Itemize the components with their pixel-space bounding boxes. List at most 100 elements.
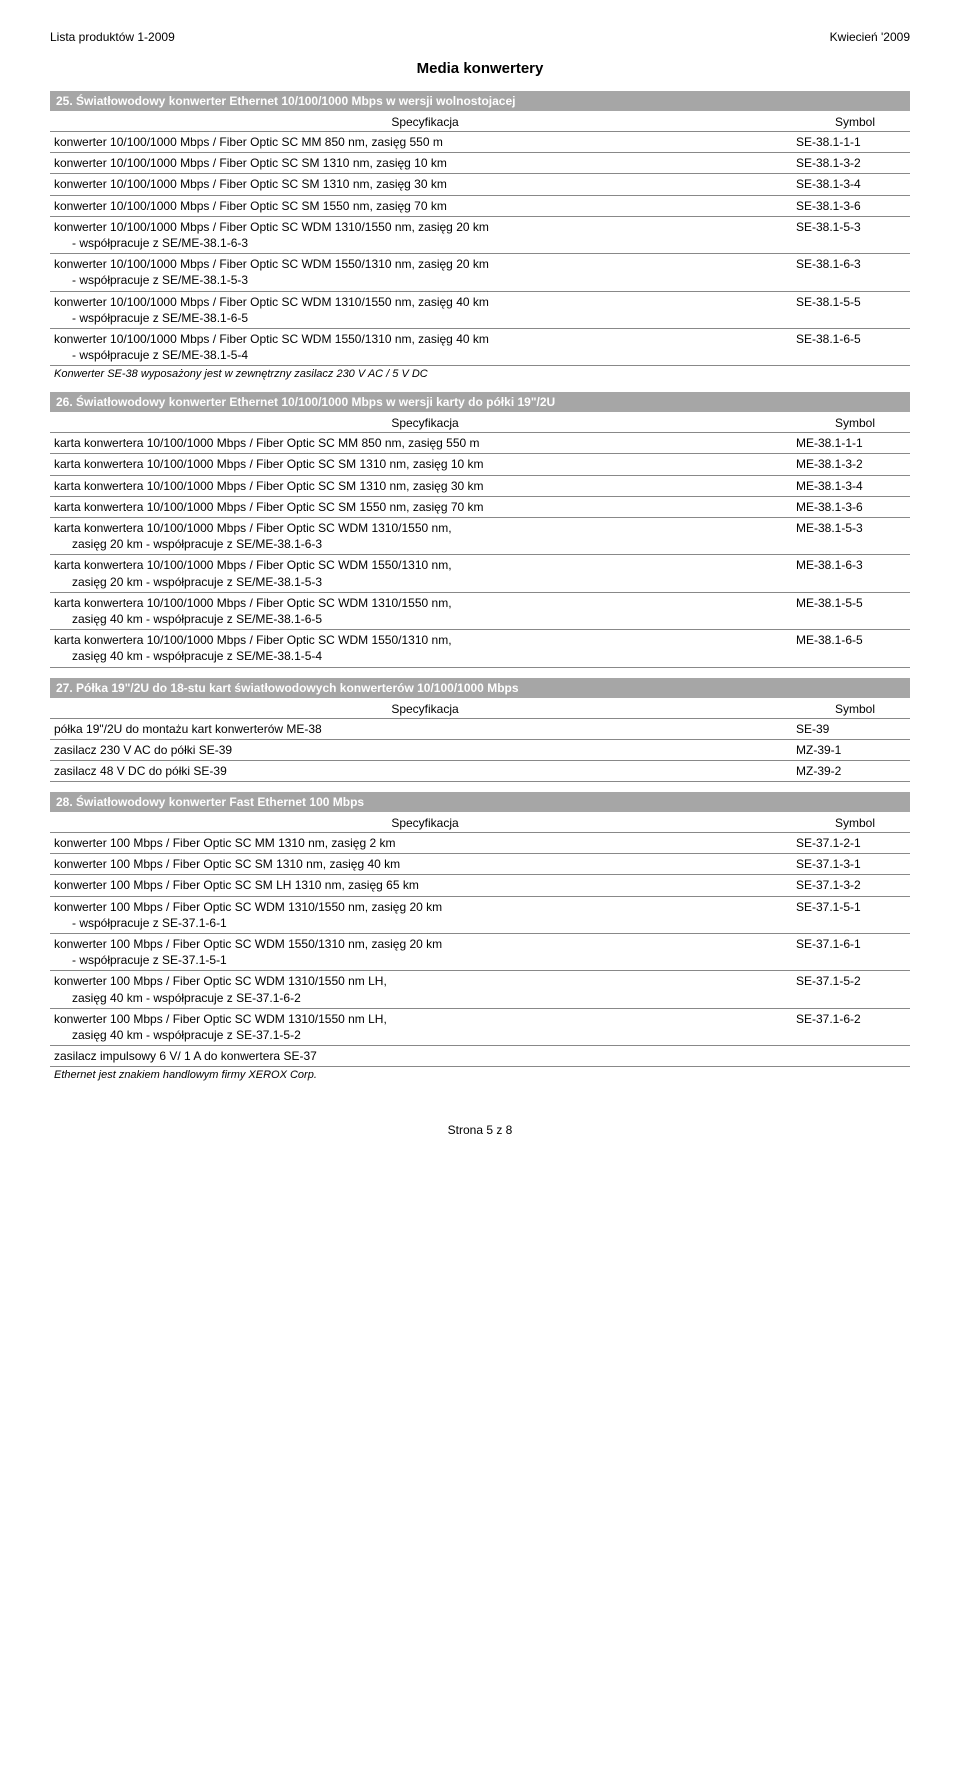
- symbol-cell: SE-38.1-3-2: [792, 153, 910, 174]
- symbol-cell: SE-38.1-1-1: [792, 132, 910, 153]
- spec-cell: konwerter 10/100/1000 Mbps / Fiber Optic…: [50, 216, 792, 253]
- symbol-cell: SE-37.1-3-1: [792, 854, 910, 875]
- col-spec-label: Specyfikacja: [50, 416, 800, 430]
- table-row: konwerter 10/100/1000 Mbps / Fiber Optic…: [50, 174, 910, 195]
- col-spec-label: Specyfikacja: [50, 702, 800, 716]
- spec-cell: konwerter 10/100/1000 Mbps / Fiber Optic…: [50, 132, 792, 153]
- spec-cell: konwerter 10/100/1000 Mbps / Fiber Optic…: [50, 153, 792, 174]
- section-25-footnote: Konwerter SE-38 wyposażony jest w zewnęt…: [50, 366, 910, 382]
- table-row: konwerter 10/100/1000 Mbps / Fiber Optic…: [50, 328, 910, 365]
- section-25-table: konwerter 10/100/1000 Mbps / Fiber Optic…: [50, 131, 910, 366]
- table-row: karta konwertera 10/100/1000 Mbps / Fibe…: [50, 475, 910, 496]
- page-footer: Strona 5 z 8: [50, 1123, 910, 1137]
- spec-cell: zasilacz impulsowy 6 V/ 1 A do konwerter…: [50, 1046, 792, 1067]
- section-27-title: 27. Półka 19"/2U do 18-stu kart światłow…: [50, 678, 910, 698]
- symbol-cell: SE-37.1-5-2: [792, 971, 910, 1008]
- symbol-cell: ME-38.1-1-1: [792, 433, 910, 454]
- section-28-footnote: Ethernet jest znakiem handlowym firmy XE…: [50, 1067, 910, 1083]
- spec-cell: karta konwertera 10/100/1000 Mbps / Fibe…: [50, 454, 792, 475]
- spec-cell: konwerter 100 Mbps / Fiber Optic SC WDM …: [50, 971, 792, 1008]
- table-row: karta konwertera 10/100/1000 Mbps / Fibe…: [50, 630, 910, 667]
- symbol-cell: SE-37.1-6-1: [792, 934, 910, 971]
- section-26-title: 26. Światłowodowy konwerter Ethernet 10/…: [50, 392, 910, 412]
- symbol-cell: SE-38.1-5-5: [792, 291, 910, 328]
- symbol-cell: SE-38.1-3-4: [792, 174, 910, 195]
- table-row: konwerter 100 Mbps / Fiber Optic SC WDM …: [50, 1008, 910, 1045]
- spec-cell: karta konwertera 10/100/1000 Mbps / Fibe…: [50, 518, 792, 555]
- spec-cell: konwerter 10/100/1000 Mbps / Fiber Optic…: [50, 254, 792, 291]
- spec-cell: konwerter 100 Mbps / Fiber Optic SC SM 1…: [50, 854, 792, 875]
- table-row: zasilacz 48 V DC do półki SE-39MZ-39-2: [50, 760, 910, 781]
- spec-cell: konwerter 100 Mbps / Fiber Optic SC WDM …: [50, 934, 792, 971]
- col-sym-label: Symbol: [800, 115, 910, 129]
- table-row: konwerter 100 Mbps / Fiber Optic SC WDM …: [50, 896, 910, 933]
- spec-cell: konwerter 10/100/1000 Mbps / Fiber Optic…: [50, 174, 792, 195]
- table-row: konwerter 10/100/1000 Mbps / Fiber Optic…: [50, 195, 910, 216]
- section-28-title: 28. Światłowodowy konwerter Fast Etherne…: [50, 792, 910, 812]
- table-row: konwerter 10/100/1000 Mbps / Fiber Optic…: [50, 216, 910, 253]
- section-28-table: konwerter 100 Mbps / Fiber Optic SC MM 1…: [50, 832, 910, 1067]
- spec-cell: półka 19"/2U do montażu kart konwerterów…: [50, 718, 792, 739]
- section-28-columns: Specyfikacja Symbol: [50, 812, 910, 832]
- spec-cell: konwerter 100 Mbps / Fiber Optic SC WDM …: [50, 896, 792, 933]
- spec-cell: karta konwertera 10/100/1000 Mbps / Fibe…: [50, 475, 792, 496]
- spec-cell: konwerter 10/100/1000 Mbps / Fiber Optic…: [50, 291, 792, 328]
- spec-cell: konwerter 100 Mbps / Fiber Optic SC MM 1…: [50, 833, 792, 854]
- symbol-cell: ME-38.1-3-2: [792, 454, 910, 475]
- page-header: Lista produktów 1-2009 Kwiecień '2009: [50, 30, 910, 44]
- symbol-cell: SE-37.1-2-1: [792, 833, 910, 854]
- table-row: konwerter 10/100/1000 Mbps / Fiber Optic…: [50, 153, 910, 174]
- table-row: karta konwertera 10/100/1000 Mbps / Fibe…: [50, 518, 910, 555]
- symbol-cell: SE-39: [792, 718, 910, 739]
- table-row: półka 19"/2U do montażu kart konwerterów…: [50, 718, 910, 739]
- section-27-table: półka 19"/2U do montażu kart konwerterów…: [50, 718, 910, 783]
- symbol-cell: SE-38.1-3-6: [792, 195, 910, 216]
- table-row: konwerter 100 Mbps / Fiber Optic SC WDM …: [50, 971, 910, 1008]
- spec-cell: karta konwertera 10/100/1000 Mbps / Fibe…: [50, 592, 792, 629]
- symbol-cell: MZ-39-2: [792, 760, 910, 781]
- col-sym-label: Symbol: [800, 816, 910, 830]
- symbol-cell: ME-38.1-5-3: [792, 518, 910, 555]
- symbol-cell: ME-38.1-6-3: [792, 555, 910, 592]
- symbol-cell: SE-38.1-6-3: [792, 254, 910, 291]
- table-row: karta konwertera 10/100/1000 Mbps / Fibe…: [50, 592, 910, 629]
- section-26-columns: Specyfikacja Symbol: [50, 412, 910, 432]
- section-26-table: karta konwertera 10/100/1000 Mbps / Fibe…: [50, 432, 910, 667]
- col-spec-label: Specyfikacja: [50, 816, 800, 830]
- spec-cell: karta konwertera 10/100/1000 Mbps / Fibe…: [50, 630, 792, 667]
- col-sym-label: Symbol: [800, 416, 910, 430]
- table-row: konwerter 10/100/1000 Mbps / Fiber Optic…: [50, 132, 910, 153]
- symbol-cell: [792, 1046, 910, 1067]
- symbol-cell: SE-38.1-5-3: [792, 216, 910, 253]
- spec-cell: karta konwertera 10/100/1000 Mbps / Fibe…: [50, 433, 792, 454]
- col-spec-label: Specyfikacja: [50, 115, 800, 129]
- table-row: zasilacz impulsowy 6 V/ 1 A do konwerter…: [50, 1046, 910, 1067]
- col-sym-label: Symbol: [800, 702, 910, 716]
- spec-cell: zasilacz 48 V DC do półki SE-39: [50, 760, 792, 781]
- table-row: konwerter 100 Mbps / Fiber Optic SC SM L…: [50, 875, 910, 896]
- spec-cell: konwerter 10/100/1000 Mbps / Fiber Optic…: [50, 195, 792, 216]
- symbol-cell: ME-38.1-5-5: [792, 592, 910, 629]
- symbol-cell: SE-37.1-3-2: [792, 875, 910, 896]
- table-row: karta konwertera 10/100/1000 Mbps / Fibe…: [50, 454, 910, 475]
- table-row: karta konwertera 10/100/1000 Mbps / Fibe…: [50, 433, 910, 454]
- page-title: Media konwertery: [50, 60, 910, 77]
- spec-cell: karta konwertera 10/100/1000 Mbps / Fibe…: [50, 555, 792, 592]
- table-row: konwerter 10/100/1000 Mbps / Fiber Optic…: [50, 254, 910, 291]
- table-row: konwerter 100 Mbps / Fiber Optic SC WDM …: [50, 934, 910, 971]
- symbol-cell: MZ-39-1: [792, 739, 910, 760]
- symbol-cell: SE-37.1-6-2: [792, 1008, 910, 1045]
- spec-cell: karta konwertera 10/100/1000 Mbps / Fibe…: [50, 496, 792, 517]
- table-row: konwerter 10/100/1000 Mbps / Fiber Optic…: [50, 291, 910, 328]
- section-27-columns: Specyfikacja Symbol: [50, 698, 910, 718]
- table-row: karta konwertera 10/100/1000 Mbps / Fibe…: [50, 555, 910, 592]
- spec-cell: zasilacz 230 V AC do półki SE-39: [50, 739, 792, 760]
- symbol-cell: ME-38.1-6-5: [792, 630, 910, 667]
- section-25-columns: Specyfikacja Symbol: [50, 111, 910, 131]
- symbol-cell: ME-38.1-3-4: [792, 475, 910, 496]
- table-row: zasilacz 230 V AC do półki SE-39MZ-39-1: [50, 739, 910, 760]
- symbol-cell: SE-38.1-6-5: [792, 328, 910, 365]
- table-row: konwerter 100 Mbps / Fiber Optic SC MM 1…: [50, 833, 910, 854]
- symbol-cell: SE-37.1-5-1: [792, 896, 910, 933]
- table-row: karta konwertera 10/100/1000 Mbps / Fibe…: [50, 496, 910, 517]
